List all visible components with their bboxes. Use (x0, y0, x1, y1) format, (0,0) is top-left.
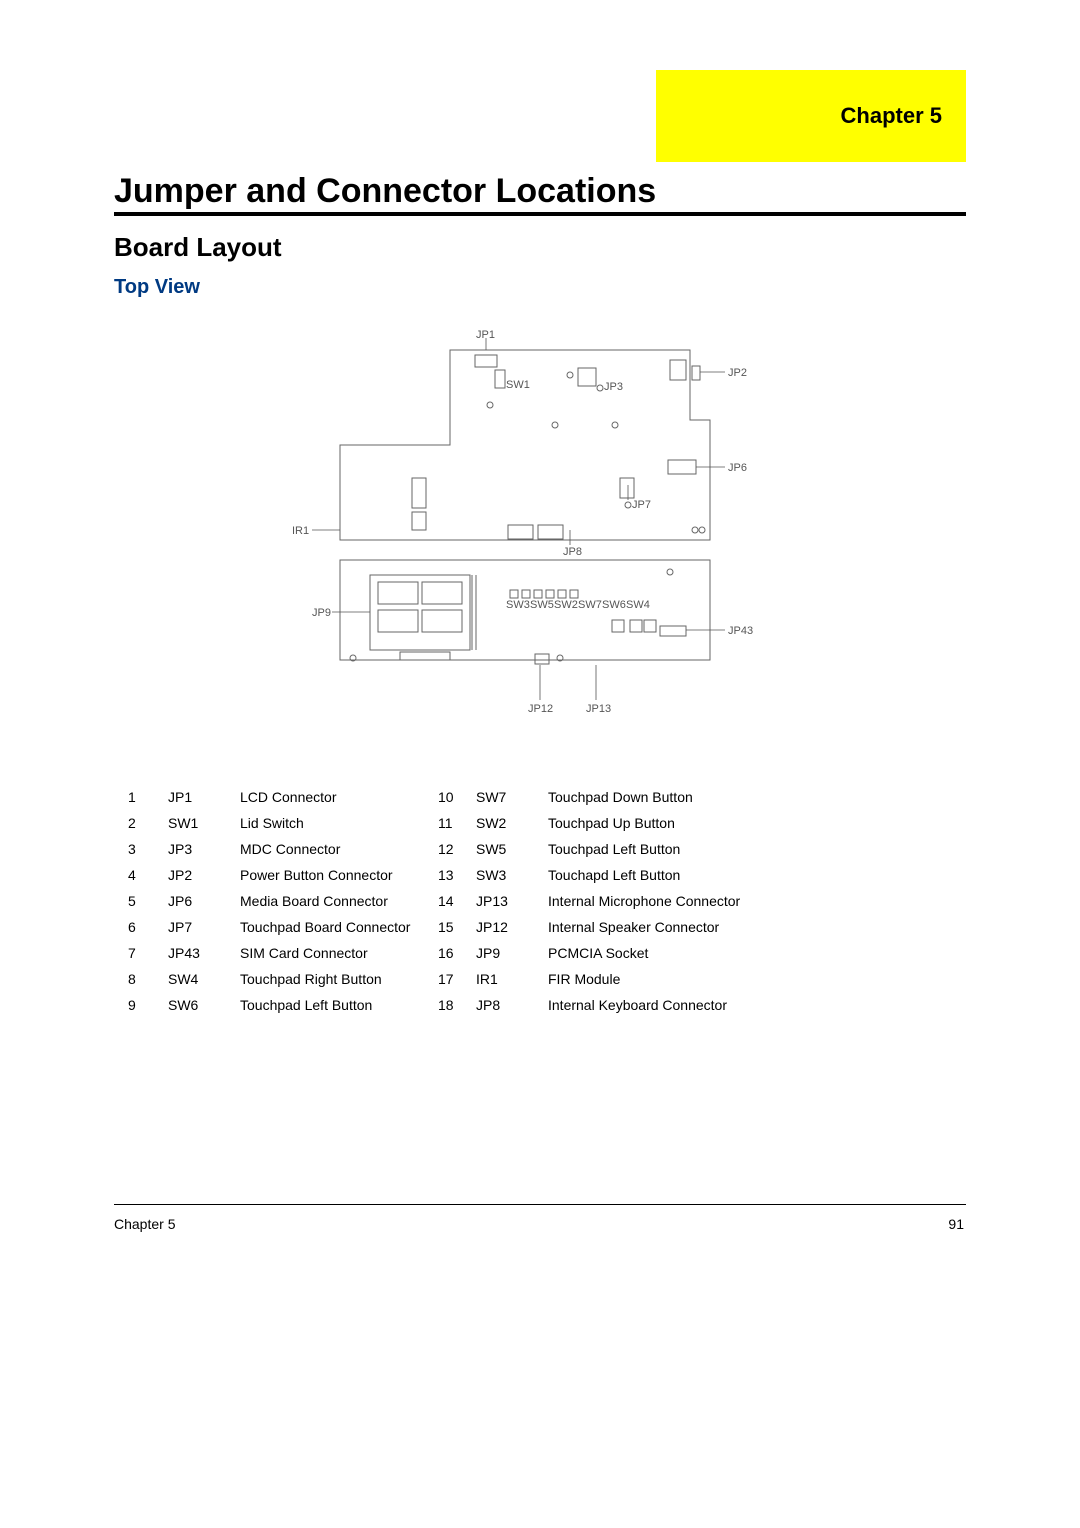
row-code: JP6 (168, 888, 240, 914)
row-desc: Touchpad Left Button (240, 992, 438, 1018)
section-title: Board Layout (114, 232, 282, 263)
row-num: 3 (128, 836, 168, 862)
row-desc: Touchpad Left Button (548, 836, 828, 862)
row-desc: Touchpad Down Button (548, 784, 828, 810)
diagram-label-ir1: IR1 (292, 525, 309, 537)
table-row: 8SW4Touchpad Right Button17IR1FIR Module (128, 966, 828, 992)
row-code: JP3 (168, 836, 240, 862)
row-num: 5 (128, 888, 168, 914)
chapter-banner: Chapter 5 (656, 70, 966, 162)
row-desc: Media Board Connector (240, 888, 438, 914)
row-num: 14 (438, 888, 476, 914)
diagram-label-sw5: SW5 (530, 599, 554, 611)
diagram-label-jp43: JP43 (728, 625, 753, 637)
row-code: SW1 (168, 810, 240, 836)
row-code: JP12 (476, 914, 548, 940)
row-desc: Touchpad Up Button (548, 810, 828, 836)
diagram-label-sw3: SW3 (506, 599, 530, 611)
diagram-label-sw2: SW2 (554, 599, 578, 611)
table-row: 4JP2Power Button Connector13SW3Touchapd … (128, 862, 828, 888)
row-num: 18 (438, 992, 476, 1018)
footer-chapter: Chapter 5 (114, 1216, 175, 1232)
diagram-label-jp7: JP7 (632, 499, 651, 511)
row-desc: MDC Connector (240, 836, 438, 862)
table-row: 7JP43SIM Card Connector16JP9PCMCIA Socke… (128, 940, 828, 966)
table-row: 6JP7Touchpad Board Connector15JP12Intern… (128, 914, 828, 940)
diagram-label-sw7: SW7 (578, 599, 602, 611)
row-code: JP9 (476, 940, 548, 966)
row-desc: Internal Speaker Connector (548, 914, 828, 940)
row-code: JP8 (476, 992, 548, 1018)
table-row: 3JP3MDC Connector12SW5Touchpad Left Butt… (128, 836, 828, 862)
row-desc: LCD Connector (240, 784, 438, 810)
row-code: JP43 (168, 940, 240, 966)
diagram-label-jp6: JP6 (728, 462, 747, 474)
row-code: SW5 (476, 836, 548, 862)
table-row: 2SW1Lid Switch11SW2Touchpad Up Button (128, 810, 828, 836)
diagram-label-jp9: JP9 (312, 607, 331, 619)
row-code: JP2 (168, 862, 240, 888)
row-num: 8 (128, 966, 168, 992)
row-desc: Power Button Connector (240, 862, 438, 888)
row-num: 2 (128, 810, 168, 836)
title-rule (114, 212, 966, 216)
table-row: 1JP1LCD Connector10SW7Touchpad Down Butt… (128, 784, 828, 810)
row-num: 17 (438, 966, 476, 992)
diagram-label-jp12: JP12 (528, 703, 553, 715)
row-code: IR1 (476, 966, 548, 992)
row-num: 13 (438, 862, 476, 888)
footer-page-number: 91 (948, 1216, 964, 1232)
row-num: 9 (128, 992, 168, 1018)
row-code: SW2 (476, 810, 548, 836)
row-desc: Touchpad Right Button (240, 966, 438, 992)
row-desc: PCMCIA Socket (548, 940, 828, 966)
row-desc: Lid Switch (240, 810, 438, 836)
row-num: 16 (438, 940, 476, 966)
chapter-label: Chapter 5 (841, 103, 942, 129)
row-num: 12 (438, 836, 476, 862)
footer-rule (114, 1204, 966, 1205)
row-num: 4 (128, 862, 168, 888)
row-desc: Internal Keyboard Connector (548, 992, 828, 1018)
row-code: JP13 (476, 888, 548, 914)
subsection-title: Top View (114, 276, 200, 299)
row-desc: FIR Module (548, 966, 828, 992)
row-code: JP7 (168, 914, 240, 940)
row-code: SW3 (476, 862, 548, 888)
table-row: 9SW6Touchpad Left Button18JP8Internal Ke… (128, 992, 828, 1018)
row-num: 7 (128, 940, 168, 966)
connector-table: 1JP1LCD Connector10SW7Touchpad Down Butt… (128, 784, 828, 1018)
diagram-label-sw1: SW1 (506, 379, 530, 391)
row-code: SW6 (168, 992, 240, 1018)
diagram-label-jp2: JP2 (728, 367, 747, 379)
diagram-label-sw4: SW4 (626, 599, 650, 611)
row-num: 10 (438, 784, 476, 810)
row-num: 15 (438, 914, 476, 940)
row-desc: SIM Card Connector (240, 940, 438, 966)
diagram-label-jp8: JP8 (563, 546, 582, 558)
diagram-label-jp3: JP3 (604, 381, 623, 393)
row-code: JP1 (168, 784, 240, 810)
board-diagram: JP1 SW1 JP3 JP2 JP6 JP7 JP8 IR1 JP9 SW3 … (270, 330, 810, 730)
diagram-label-sw6: SW6 (602, 599, 626, 611)
row-num: 1 (128, 784, 168, 810)
table-row: 5JP6Media Board Connector14JP13Internal … (128, 888, 828, 914)
diagram-label-jp1: JP1 (476, 330, 495, 341)
page-title: Jumper and Connector Locations (114, 172, 656, 211)
row-desc: Internal Microphone Connector (548, 888, 828, 914)
row-desc: Touchapd Left Button (548, 862, 828, 888)
diagram-label-jp13: JP13 (586, 703, 611, 715)
row-code: SW7 (476, 784, 548, 810)
row-num: 6 (128, 914, 168, 940)
row-code: SW4 (168, 966, 240, 992)
row-num: 11 (438, 810, 476, 836)
row-desc: Touchpad Board Connector (240, 914, 438, 940)
